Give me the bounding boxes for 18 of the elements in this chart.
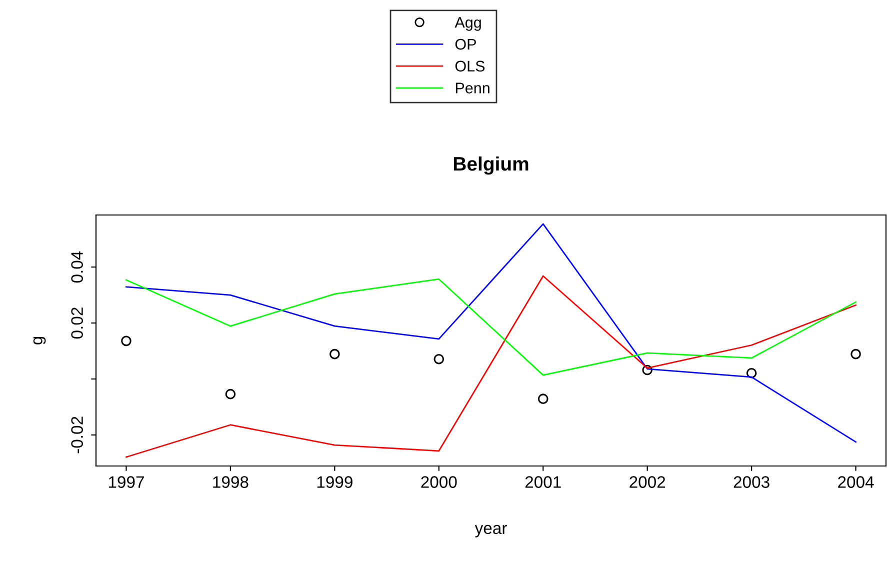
chart-title: Belgium <box>454 156 528 175</box>
x-tick-label: 2003 <box>734 476 770 488</box>
y-tick-label: -0.02 <box>71 416 83 454</box>
legend-label: Agg <box>454 17 481 31</box>
x-tick-label: 2002 <box>630 476 666 488</box>
legend-label: OP <box>455 38 476 50</box>
x-tick-label: 1999 <box>317 476 352 488</box>
y-axis-title: g <box>33 336 46 344</box>
x-tick-label: 1997 <box>108 476 144 488</box>
legend-label: OLS <box>455 60 485 72</box>
x-axis-title: year <box>474 524 507 538</box>
x-tick-label: 2004 <box>838 476 874 488</box>
x-tick-label: 1998 <box>213 476 248 488</box>
x-tick-label: 2001 <box>525 476 561 488</box>
legend-label: Penn <box>456 82 490 94</box>
y-tick-label: 0.02 <box>71 308 83 339</box>
x-tick-label: 2000 <box>421 476 457 488</box>
y-tick-label: 0.04 <box>71 251 83 283</box>
